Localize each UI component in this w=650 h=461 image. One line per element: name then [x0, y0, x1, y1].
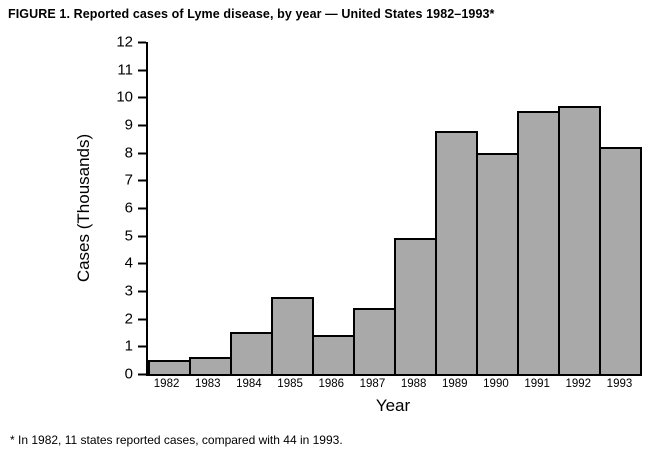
y-tick-8: 8 — [109, 145, 146, 162]
x-axis-label: Year — [375, 396, 411, 415]
y-tick-12: 12 — [109, 34, 146, 51]
x-tick-label-1992: 1992 — [565, 378, 592, 390]
bar-1991 — [517, 111, 560, 374]
y-tick-label: 12 — [116, 33, 133, 51]
y-tick-label: 8 — [124, 144, 133, 162]
bar-1992 — [558, 106, 601, 374]
y-tick-mark — [138, 262, 146, 264]
bar-1983 — [189, 357, 232, 374]
y-tick-mark — [138, 41, 146, 43]
bar-1993 — [599, 147, 642, 374]
y-tick-mark — [138, 290, 146, 292]
y-tick-0: 0 — [109, 366, 146, 383]
y-tick-5: 5 — [109, 228, 146, 245]
y-tick-mark — [138, 69, 146, 71]
bar-1988 — [394, 238, 437, 374]
y-tick-7: 7 — [109, 172, 146, 189]
y-tick-mark — [138, 318, 146, 320]
y-tick-11: 11 — [109, 62, 146, 79]
x-tick-label-1989: 1989 — [441, 378, 468, 390]
bar-1989 — [435, 131, 478, 374]
y-tick-3: 3 — [109, 283, 146, 300]
y-tick-4: 4 — [109, 255, 146, 272]
y-tick-mark — [138, 179, 146, 181]
bar-1986 — [312, 335, 355, 374]
x-tick-label-1987: 1987 — [359, 378, 386, 390]
y-tick-label: 4 — [124, 254, 133, 272]
footnote: * In 1982, 11 states reported cases, com… — [10, 433, 343, 447]
y-tick-label: 1 — [124, 337, 133, 355]
plot-area — [146, 42, 642, 376]
x-tick-label-1986: 1986 — [318, 378, 345, 390]
x-tick-label-1988: 1988 — [400, 378, 427, 390]
y-tick-label: 11 — [117, 61, 133, 79]
y-tick-mark — [138, 96, 146, 98]
y-tick-1: 1 — [109, 338, 146, 355]
x-tick-label-1983: 1983 — [194, 378, 221, 390]
y-tick-mark — [138, 124, 146, 126]
y-tick-10: 10 — [109, 89, 146, 106]
y-tick-mark — [138, 345, 146, 347]
y-tick-9: 9 — [109, 117, 146, 134]
y-tick-mark — [138, 373, 146, 375]
x-tick-label-1985: 1985 — [277, 378, 303, 390]
bar-1982 — [148, 360, 191, 374]
x-tick-label-1991: 1991 — [524, 378, 550, 390]
y-tick-label: 10 — [116, 88, 133, 106]
y-tick-2: 2 — [109, 311, 146, 328]
y-tick-label: 2 — [124, 310, 133, 328]
y-tick-label: 5 — [124, 227, 133, 245]
x-tick-label-1982: 1982 — [153, 378, 180, 390]
bar-1987 — [353, 308, 396, 374]
x-tick-label-1990: 1990 — [483, 378, 509, 390]
y-tick-6: 6 — [109, 200, 146, 217]
y-tick-mark — [138, 207, 146, 209]
bar-1984 — [230, 332, 273, 374]
y-axis: 0 1 2 3 4 5 6 7 8 9 10 11 12 — [96, 34, 146, 383]
bar-1990 — [476, 153, 519, 374]
bar-1985 — [271, 297, 314, 374]
y-tick-mark — [138, 152, 146, 154]
y-tick-label: 7 — [124, 171, 133, 189]
y-axis-label: Cases (Thousands) — [74, 133, 93, 283]
x-axis-ticks: 1982 1983 1984 1985 1986 1987 1988 1989 1990 1991… — [146, 378, 640, 390]
y-tick-label: 3 — [124, 282, 133, 300]
y-tick-label: 6 — [124, 199, 133, 217]
x-tick-label-1993: 1993 — [606, 378, 633, 390]
y-tick-mark — [138, 235, 146, 237]
y-tick-label: 0 — [124, 365, 133, 383]
y-tick-label: 9 — [124, 116, 133, 134]
x-tick-label-1984: 1984 — [236, 378, 262, 390]
figure-title: FIGURE 1. Reported cases of Lyme disease… — [8, 7, 495, 21]
